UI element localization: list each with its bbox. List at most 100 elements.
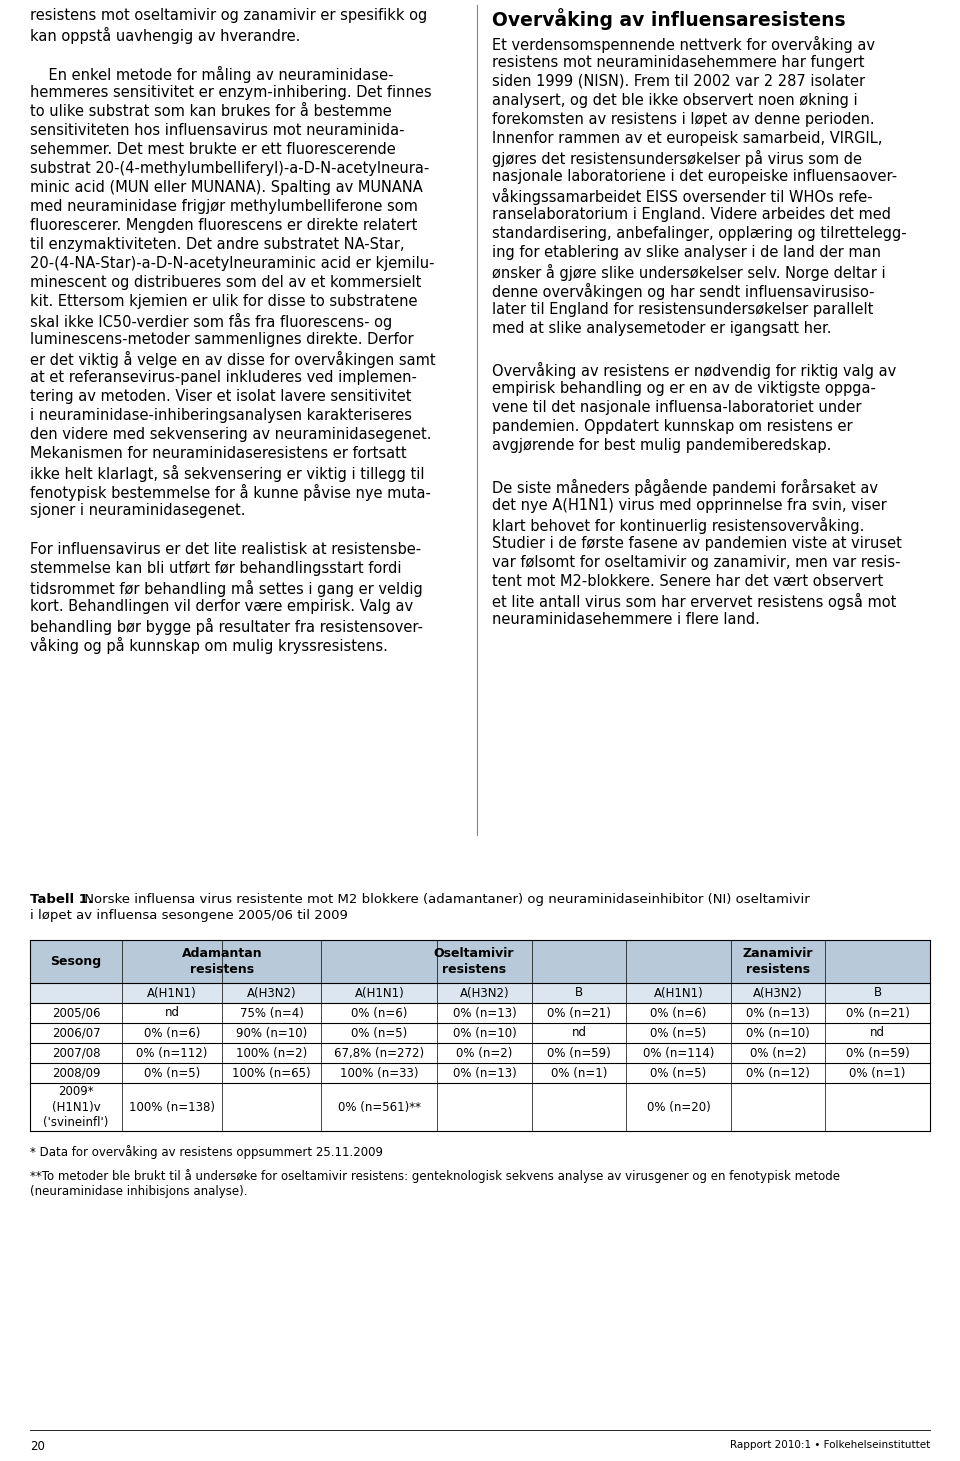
Text: analysert, og det ble ikke observert noen økning i: analysert, og det ble ikke observert noe… [492,94,857,108]
Text: 0% (n=13): 0% (n=13) [453,1007,516,1020]
Text: A(H1N1): A(H1N1) [147,986,197,999]
Text: med neuraminidase frigjør methylumbelliferone som: med neuraminidase frigjør methylumbellif… [30,199,418,213]
Text: 0% (n=21): 0% (n=21) [547,1007,611,1020]
Text: 0% (n=1): 0% (n=1) [850,1067,906,1080]
Text: var følsomt for oseltamivir og zanamivir, men var resis-: var følsomt for oseltamivir og zanamivir… [492,555,900,570]
Text: 0% (n=5): 0% (n=5) [351,1027,408,1039]
Text: 20: 20 [30,1441,45,1454]
Text: empirisk behandling og er en av de viktigste oppga-: empirisk behandling og er en av de vikti… [492,381,876,396]
Text: De siste måneders pågående pandemi forårsaket av: De siste måneders pågående pandemi forår… [492,479,878,497]
Text: Adamantan
resistens: Adamantan resistens [181,947,262,976]
Text: later til England for resistensundersøkelser parallelt: later til England for resistensundersøke… [492,302,874,317]
Bar [826,939,930,983]
Text: 100% (n=65): 100% (n=65) [232,1067,311,1080]
Text: sjoner i neuraminidasegenet.: sjoner i neuraminidasegenet. [30,503,246,519]
Text: med at slike analysemetoder er igangsatt her.: med at slike analysemetoder er igangsatt… [492,321,831,336]
Text: substrat 20-(4-methylumbelliferyl)-a-D-N-acetylneura-: substrat 20-(4-methylumbelliferyl)-a-D-N… [30,161,429,175]
Text: nd: nd [870,1027,885,1039]
Text: det nye A(H1N1) virus med opprinnelse fra svin, viser: det nye A(H1N1) virus med opprinnelse fr… [492,498,887,513]
Bar [322,939,438,983]
Text: 0% (n=1): 0% (n=1) [551,1067,608,1080]
Text: pandemien. Oppdatert kunnskap om resistens er: pandemien. Oppdatert kunnskap om resiste… [492,419,852,434]
Text: våking og på kunnskap om mulig kryssresistens.: våking og på kunnskap om mulig kryssresi… [30,637,388,655]
Text: 0% (n=10): 0% (n=10) [453,1027,516,1039]
Text: 75% (n=4): 75% (n=4) [240,1007,303,1020]
Text: 0% (n=13): 0% (n=13) [453,1067,516,1080]
Bar [626,983,731,1004]
Text: A(H3N2): A(H3N2) [460,986,510,999]
Text: 2007/08: 2007/08 [52,1046,101,1059]
Text: 20-(4-NA-Star)-a-D-N-acetylneuraminic acid er kjemilu-: 20-(4-NA-Star)-a-D-N-acetylneuraminic ac… [30,256,435,270]
Text: kit. Ettersom kjemien er ulik for disse to substratene: kit. Ettersom kjemien er ulik for disse … [30,294,418,308]
Text: A(H3N2): A(H3N2) [754,986,803,999]
Text: 0% (n=10): 0% (n=10) [746,1027,810,1039]
Bar [322,983,438,1004]
Text: sehemmer. Det mest brukte er ett fluorescerende: sehemmer. Det mest brukte er ett fluores… [30,142,396,156]
Text: minescent og distribueres som del av et kommersielt: minescent og distribueres som del av et … [30,275,421,289]
Text: 0% (n=2): 0% (n=2) [456,1046,513,1059]
Text: 90% (n=10): 90% (n=10) [236,1027,307,1039]
Text: nd: nd [571,1027,587,1039]
Text: ikke helt klarlagt, så sekvensering er viktig i tillegg til: ikke helt klarlagt, så sekvensering er v… [30,465,424,482]
Text: 0% (n=13): 0% (n=13) [746,1007,810,1020]
Text: 100% (n=33): 100% (n=33) [340,1067,419,1080]
Text: nd: nd [164,1007,180,1020]
Text: denne overvåkingen og har sendt influensavirusiso-: denne overvåkingen og har sendt influens… [492,283,875,300]
Text: to ulike substrat som kan brukes for å bestemme: to ulike substrat som kan brukes for å b… [30,104,392,118]
Text: B: B [575,986,583,999]
Text: 0% (n=6): 0% (n=6) [351,1007,408,1020]
Text: behandling bør bygge på resultater fra resistensover-: behandling bør bygge på resultater fra r… [30,618,423,636]
Bar [532,939,626,983]
Text: ønsker å gjøre slike undersøkelser selv. Norge deltar i: ønsker å gjøre slike undersøkelser selv.… [492,264,886,281]
Text: nasjonale laboratoriene i det europeiske influensaover-: nasjonale laboratoriene i det europeiske… [492,169,898,184]
Text: tering av metoden. Viser et isolat lavere sensitivitet: tering av metoden. Viser et isolat laver… [30,389,412,405]
Text: A(H3N2): A(H3N2) [247,986,297,999]
Text: skal ikke IC50-verdier som fås fra fluorescens- og: skal ikke IC50-verdier som fås fra fluor… [30,313,393,330]
Text: 2006/07: 2006/07 [52,1027,101,1039]
Text: hemmeres sensitivitet er enzym-inhibering. Det finnes: hemmeres sensitivitet er enzym-inhiberin… [30,85,432,99]
Text: B: B [874,986,881,999]
Text: våkingssamarbeidet EISS oversender til WHOs refe-: våkingssamarbeidet EISS oversender til W… [492,188,873,205]
Text: * Data for overvåking av resistens oppsummert 25.11.2009: * Data for overvåking av resistens oppsu… [30,1145,383,1159]
Bar [731,939,826,983]
Bar [731,983,826,1004]
Text: For influensavirus er det lite realistisk at resistensbe-: For influensavirus er det lite realistis… [30,542,421,557]
Text: neuraminidasehemmere i flere land.: neuraminidasehemmere i flere land. [492,612,760,627]
Bar [122,983,222,1004]
Text: 67,8% (n=272): 67,8% (n=272) [334,1046,424,1059]
Text: Studier i de første fasene av pandemien viste at viruset: Studier i de første fasene av pandemien … [492,536,901,551]
Text: **To metoder ble brukt til å undersøke for oseltamivir resistens: genteknologisk: **To metoder ble brukt til å undersøke f… [30,1169,840,1198]
Bar [626,939,731,983]
Text: 0% (n=114): 0% (n=114) [643,1046,714,1059]
Bar [222,983,322,1004]
Text: stemmelse kan bli utført før behandlingsstart fordi: stemmelse kan bli utført før behandlings… [30,561,401,576]
Text: 0% (n=12): 0% (n=12) [746,1067,810,1080]
Text: avgjørende for best mulig pandemiberedskap.: avgjørende for best mulig pandemiberedsk… [492,438,831,453]
Text: 2005/06: 2005/06 [52,1007,101,1020]
Text: i løpet av influensa sesongene 2005/06 til 2009: i løpet av influensa sesongene 2005/06 t… [30,909,348,922]
Text: A(H1N1): A(H1N1) [354,986,404,999]
Text: En enkel metode for måling av neuraminidase-: En enkel metode for måling av neuraminid… [30,66,394,83]
Text: Overvåking av resistens er nødvendig for riktig valg av: Overvåking av resistens er nødvendig for… [492,362,897,378]
Text: Oseltamivir
resistens: Oseltamivir resistens [434,947,515,976]
Bar [30,983,122,1004]
Text: 0% (n=5): 0% (n=5) [651,1067,707,1080]
Text: 0% (n=21): 0% (n=21) [846,1007,909,1020]
Text: A(H1N1): A(H1N1) [654,986,704,999]
Text: Rapport 2010:1 • Folkehelseinstituttet: Rapport 2010:1 • Folkehelseinstituttet [730,1441,930,1449]
Text: vene til det nasjonale influensa-laboratoriet under: vene til det nasjonale influensa-laborat… [492,400,861,415]
Text: 0% (n=5): 0% (n=5) [651,1027,707,1039]
Text: 0% (n=112): 0% (n=112) [136,1046,207,1059]
Text: ing for etablering av slike analyser i de land der man: ing for etablering av slike analyser i d… [492,245,881,260]
Text: fluorescerer. Mengden fluorescens er direkte relatert: fluorescerer. Mengden fluorescens er dir… [30,218,418,232]
Text: kort. Behandlingen vil derfor være empirisk. Valg av: kort. Behandlingen vil derfor være empir… [30,599,413,614]
Text: Et verdensomspennende nettverk for overvåking av: Et verdensomspennende nettverk for overv… [492,37,875,53]
Text: Sesong: Sesong [51,955,102,969]
Text: tidsrommet før behandling må settes i gang er veldig: tidsrommet før behandling må settes i ga… [30,580,422,598]
Text: klart behovet for kontinuerlig resistensovervåking.: klart behovet for kontinuerlig resistens… [492,517,864,535]
Text: at et referansevirus-panel inkluderes ved implemen-: at et referansevirus-panel inkluderes ve… [30,370,417,386]
Text: tent mot M2-blokkere. Senere har det vært observert: tent mot M2-blokkere. Senere har det vær… [492,574,883,589]
Text: i neuraminidase-inhiberingsanalysen karakteriseres: i neuraminidase-inhiberingsanalysen kara… [30,408,412,424]
Text: den videre med sekvensering av neuraminidasegenet.: den videre med sekvensering av neuramini… [30,427,431,443]
Text: 0% (n=2): 0% (n=2) [750,1046,806,1059]
